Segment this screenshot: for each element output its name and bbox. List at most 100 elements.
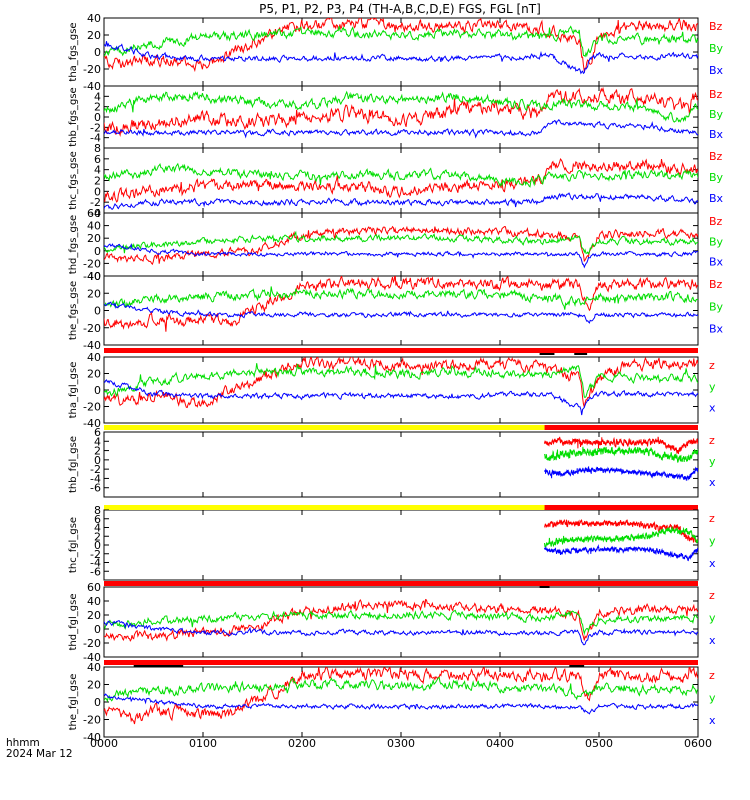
y-tick-label: 4 — [94, 164, 101, 177]
series-line-y — [104, 609, 698, 636]
y-tick-label: 4 — [94, 90, 101, 103]
x-tick-label: 0200 — [288, 737, 316, 750]
y-tick-label: -20 — [83, 63, 101, 76]
y-tick-label: 0 — [94, 696, 101, 709]
y-tick-label: 0 — [94, 539, 101, 552]
series-group — [104, 158, 698, 210]
legend-entry: z — [709, 669, 715, 682]
series-line-z — [544, 436, 698, 455]
legend-entry: Bx — [709, 64, 724, 77]
status-bar-mark — [539, 353, 555, 355]
series-line-Bx — [104, 243, 698, 269]
status-bar-segment — [104, 425, 545, 430]
y-tick-label: 20 — [87, 679, 101, 692]
y-axis-label: thb_fgl_gse — [68, 436, 79, 493]
y-tick-label: -40 — [83, 651, 101, 664]
y-tick-label: 40 — [87, 661, 101, 674]
series-group — [104, 276, 698, 332]
series-line-By — [104, 286, 698, 310]
series-line-By — [104, 162, 698, 188]
series-line-Bz — [104, 158, 698, 203]
series-line-Bz — [104, 86, 698, 137]
y-axis-label: thd_fgs_gse — [68, 215, 79, 274]
series-group — [104, 357, 698, 416]
y-axis-label: tha_fgs_gse — [68, 22, 79, 81]
y-tick-label: 40 — [87, 351, 101, 364]
legend-entry: z — [709, 512, 715, 525]
legend-entry: y — [709, 692, 716, 705]
status-bar-mark — [574, 353, 588, 355]
y-tick-label: 0 — [94, 111, 101, 124]
legend-entry: x — [709, 557, 716, 570]
legend-entry: x — [709, 402, 716, 415]
y-tick-label: 40 — [87, 270, 101, 283]
series-group — [104, 86, 698, 139]
series-line-y — [104, 363, 698, 398]
panel-frame — [103, 356, 699, 424]
status-bar-mark — [133, 665, 184, 667]
legend-entry: y — [709, 455, 716, 468]
legend-entry: By — [709, 108, 724, 121]
status-bar-segment — [104, 348, 698, 353]
y-tick-label: 20 — [87, 368, 101, 381]
series-line-x — [104, 379, 698, 416]
legend-entry: z — [709, 434, 715, 447]
y-axis-label: thb_fgs_gse — [68, 87, 79, 146]
x-tick-label: 0500 — [585, 737, 613, 750]
series-group — [544, 518, 698, 562]
legend-entry: By — [709, 300, 724, 313]
y-tick-label: 8 — [94, 504, 101, 517]
y-tick-label: -40 — [83, 417, 101, 430]
panel-thb_fgs_gse: 420-2-4 thb_fgs_gse Bz By Bx — [68, 85, 724, 149]
series-line-z — [104, 667, 698, 725]
y-tick-label: -40 — [83, 339, 101, 352]
time-axis-label: hhmm — [6, 737, 40, 749]
x-tick-label: 0000 — [90, 737, 118, 750]
y-tick-label: 0 — [94, 623, 101, 636]
series-line-z — [104, 357, 698, 409]
y-tick-label: 2 — [94, 101, 101, 114]
series-group — [104, 598, 698, 646]
series-line-By — [104, 230, 698, 256]
y-tick-label: -4 — [90, 207, 101, 220]
y-tick-label: -40 — [83, 80, 101, 93]
y-axis-label: thd_fgl_gse — [68, 594, 79, 651]
legend-entry: By — [709, 171, 724, 184]
series-line-Bx — [104, 119, 698, 139]
y-tick-label: 2 — [94, 530, 101, 543]
legend-entry: Bx — [709, 323, 724, 336]
status-bar-segment — [544, 505, 698, 510]
panel-tha_fgl_gse: 40 20 0 -20 -40 tha_fgl_gse zyx — [68, 348, 716, 430]
panel-tha_fgs_gse: 40 20 0 -20 -40 tha_fgs_gse Bz By Bx — [68, 12, 724, 93]
y-tick-label: 6 — [94, 513, 101, 526]
y-tick-label: -2 — [90, 463, 101, 476]
y-axis-label: thc_fgl_gse — [68, 517, 79, 573]
y-tick-label: 2 — [94, 175, 101, 188]
y-tick-label: 0 — [94, 185, 101, 198]
series-line-z — [104, 598, 698, 642]
y-tick-label: 20 — [87, 609, 101, 622]
y-tick-label: -4 — [90, 557, 101, 570]
y-tick-label: -2 — [90, 196, 101, 209]
series-group — [544, 436, 698, 481]
legend-entry: y — [709, 380, 716, 393]
series-line-Bx — [104, 41, 698, 75]
chart-title: P5, P1, P2, P3, P4 (TH-A,B,C,D,E) FGS, F… — [259, 2, 541, 16]
y-tick-label: 0 — [94, 46, 101, 59]
series-line-y — [544, 525, 698, 548]
status-bar-mark — [539, 586, 550, 588]
legend-entry: Bx — [709, 128, 724, 141]
series-line-x — [544, 465, 698, 481]
legend-entry: z — [709, 359, 715, 372]
y-tick-label: 60 — [87, 581, 101, 594]
y-tick-label: 0 — [94, 305, 101, 318]
legend-entry: Bz — [709, 215, 723, 228]
series-group — [104, 18, 698, 75]
y-tick-label: 0 — [94, 245, 101, 258]
y-tick-label: 2 — [94, 445, 101, 458]
